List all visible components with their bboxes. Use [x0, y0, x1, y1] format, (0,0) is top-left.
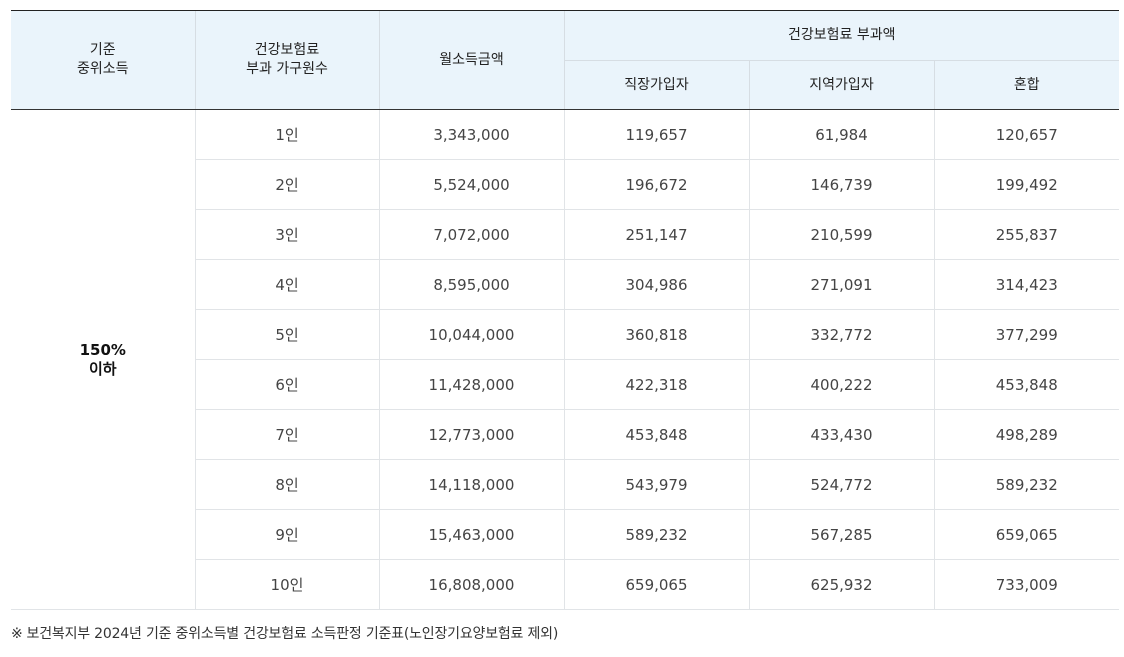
header-median-income-line1: 기준: [89, 42, 116, 58]
cell-employee: 453,848: [563, 409, 749, 460]
header-household-count-line2: 부과 가구원수: [246, 61, 328, 77]
cell-mixed: 589,232: [933, 459, 1119, 510]
cell-regional: 524,772: [748, 459, 934, 510]
cell-household: 8인: [194, 459, 379, 510]
cell-employee: 360,818: [563, 309, 749, 360]
group-label-line: 150%: [79, 340, 126, 359]
cell-employee: 589,232: [563, 509, 749, 560]
cell-mixed: 659,065: [933, 509, 1119, 560]
table-row: 10인 16,808,000 659,065 625,932 733,009: [11, 559, 1119, 610]
cell-income: 7,072,000: [378, 209, 564, 260]
cell-employee: 422,318: [563, 359, 749, 410]
header-monthly-income: 월소득금액: [378, 10, 564, 110]
table-row: 2인 5,524,000 196,672 146,739 199,492: [11, 159, 1119, 210]
cell-employee: 119,657: [563, 109, 749, 160]
cell-mixed: 453,848: [933, 359, 1119, 410]
cell-income: 14,118,000: [378, 459, 564, 510]
note-mark: ※: [11, 626, 23, 642]
cell-employee: 543,979: [563, 459, 749, 510]
header-mixed: 혼합: [933, 60, 1119, 110]
table-row: 7인 12,773,000 453,848 433,430 498,289: [11, 409, 1119, 460]
cell-income: 5,524,000: [378, 159, 564, 210]
table-header: 기준 중위소득 건강보험료 부과 가구원수 월소득금액 건강보험료 부과액 직장…: [11, 10, 1119, 110]
header-median-income-line2: 중위소득: [76, 61, 129, 77]
cell-household: 1인: [194, 109, 379, 160]
cell-mixed: 199,492: [933, 159, 1119, 210]
header-regional: 지역가입자: [748, 60, 934, 110]
cell-income: 12,773,000: [378, 409, 564, 460]
cell-employee: 251,147: [563, 209, 749, 260]
table-row: 8인 14,118,000 543,979 524,772 589,232: [11, 459, 1119, 510]
cell-income: 3,343,000: [378, 109, 564, 160]
table-row: 5인 10,044,000 360,818 332,772 377,299: [11, 309, 1119, 360]
table-row: 3인 7,072,000 251,147 210,599 255,837: [11, 209, 1119, 260]
cell-household: 4인: [194, 259, 379, 310]
table-row: 150% 이하 1인 3,343,000 119,657 61,984 120,657: [11, 109, 1119, 610]
income-premium-table-container: 기준 중위소득 건강보험료 부과 가구원수 월소득금액 건강보험료 부과액 직장…: [11, 10, 1119, 643]
cell-mixed: 255,837: [933, 209, 1119, 260]
cell-regional: 210,599: [748, 209, 934, 260]
group-label-cell: 150% 이하: [11, 109, 195, 610]
cell-regional: 567,285: [748, 509, 934, 560]
cell-regional: 271,091: [748, 259, 934, 310]
cell-household: 6인: [194, 359, 379, 410]
cell-regional: 332,772: [748, 309, 934, 360]
income-premium-table: 기준 중위소득 건강보험료 부과 가구원수 월소득금액 건강보험료 부과액 직장…: [11, 10, 1119, 610]
table-row: 4인 8,595,000 304,986 271,091 314,423: [11, 259, 1119, 310]
cell-mixed: 314,423: [933, 259, 1119, 310]
header-employee: 직장가입자: [563, 60, 749, 110]
cell-mixed: 120,657: [933, 109, 1119, 160]
cell-income: 8,595,000: [378, 259, 564, 310]
note-text: 보건복지부 2024년 기준 중위소득별 건강보험료 소득판정 기준표(노인장기…: [26, 626, 559, 642]
cell-household: 3인: [194, 209, 379, 260]
cell-income: 10,044,000: [378, 309, 564, 360]
cell-income: 15,463,000: [378, 509, 564, 560]
header-household-count-line1: 건강보험료: [254, 42, 320, 58]
group-label-line: 이하: [88, 359, 117, 378]
cell-household: 5인: [194, 309, 379, 360]
cell-income: 16,808,000: [378, 559, 564, 610]
cell-mixed: 377,299: [933, 309, 1119, 360]
cell-household: 7인: [194, 409, 379, 460]
table-body: 150% 이하 1인 3,343,000 119,657 61,984 120,657 2인 5…: [11, 109, 1119, 610]
table-row: 9인 15,463,000 589,232 567,285 659,065: [11, 509, 1119, 560]
cell-regional: 625,932: [748, 559, 934, 610]
cell-regional: 61,984: [748, 109, 934, 160]
cell-regional: 146,739: [748, 159, 934, 210]
cell-regional: 433,430: [748, 409, 934, 460]
header-household-count: 건강보험료 부과 가구원수: [194, 10, 379, 110]
cell-income: 11,428,000: [378, 359, 564, 410]
header-median-income: 기준 중위소득: [11, 10, 195, 110]
footnote: ※ 보건복지부 2024년 기준 중위소득별 건강보험료 소득판정 기준표(노인장…: [11, 623, 1119, 643]
cell-employee: 196,672: [563, 159, 749, 210]
cell-mixed: 498,289: [933, 409, 1119, 460]
cell-household: 2인: [194, 159, 379, 210]
cell-mixed: 733,009: [933, 559, 1119, 610]
cell-regional: 400,222: [748, 359, 934, 410]
cell-household: 9인: [194, 509, 379, 560]
header-premium-group: 건강보험료 부과액: [563, 10, 1119, 61]
cell-household: 10인: [194, 559, 379, 610]
cell-employee: 304,986: [563, 259, 749, 310]
table-row: 6인 11,428,000 422,318 400,222 453,848: [11, 359, 1119, 410]
cell-employee: 659,065: [563, 559, 749, 610]
